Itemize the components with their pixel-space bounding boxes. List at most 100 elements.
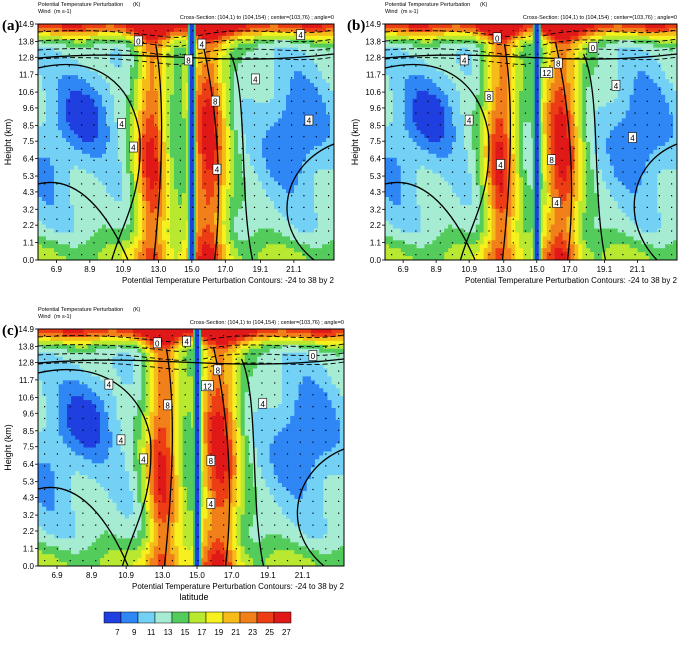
panel-a: Potential Temperature Perturbation (K) Win… bbox=[0, 0, 345, 290]
y-tick-label: 2.2 bbox=[23, 527, 35, 536]
contour-label: 4 bbox=[209, 500, 214, 509]
y-tick-label: 8.5 bbox=[23, 427, 35, 436]
x-tick-label: 10.9 bbox=[118, 571, 134, 580]
y-tick-label: 11.7 bbox=[19, 376, 35, 385]
header-cross-section: Cross-Section: (104,1) to (104,154) ; ce… bbox=[180, 15, 334, 21]
colorbar-swatch bbox=[223, 612, 240, 623]
x-tick-label: 17.0 bbox=[224, 571, 240, 580]
panel-c: Potential Temperature Perturbation (K) Win… bbox=[0, 305, 350, 590]
jet-column-core bbox=[195, 329, 199, 566]
y-tick-label: 10.6 bbox=[365, 88, 381, 97]
panel-label: (c) bbox=[2, 323, 19, 339]
y-tick-label: 8.5 bbox=[370, 121, 382, 130]
y-tick-label: 3.2 bbox=[23, 511, 35, 520]
header-wind-unit: (m s-1) bbox=[401, 9, 419, 15]
contour-label: 8 bbox=[165, 401, 170, 410]
y-tick-label: 6.4 bbox=[23, 155, 35, 164]
contour-label: 0 bbox=[155, 339, 160, 348]
x-tick-label: 8.9 bbox=[431, 265, 443, 274]
header-cross-section: Cross-Section: (104,1) to (104,154) ; ce… bbox=[190, 320, 344, 326]
contour-label: 4 bbox=[184, 338, 189, 347]
contour-label: 4 bbox=[630, 134, 635, 143]
y-tick-label: 6.4 bbox=[23, 460, 35, 469]
y-tick-label: 3.2 bbox=[23, 205, 35, 214]
panel-svg: Potential Temperature Perturbation (K) Win… bbox=[0, 305, 350, 590]
colorbar-level: 25 bbox=[265, 628, 274, 637]
header-field-label: Potential Temperature Perturbation bbox=[38, 307, 123, 313]
y-tick-label: 12.8 bbox=[18, 53, 34, 62]
x-tick-label: 21.1 bbox=[286, 265, 302, 274]
contour-label: 8 bbox=[209, 457, 214, 466]
x-tick-label: 17.0 bbox=[562, 265, 578, 274]
x-tick-label: 17.0 bbox=[218, 265, 234, 274]
x-tick-label: 15.0 bbox=[189, 571, 205, 580]
y-tick-label: 13.8 bbox=[365, 37, 381, 46]
y-tick-label: 4.3 bbox=[370, 188, 382, 197]
y-tick-label: 2.2 bbox=[23, 221, 35, 230]
header-wind-label: Wind bbox=[38, 314, 51, 320]
y-tick-label: 4.3 bbox=[23, 494, 35, 503]
contour-label: 0 bbox=[311, 352, 316, 361]
y-tick-label: 9.6 bbox=[370, 104, 382, 113]
header-wind-unit: (m s-1) bbox=[54, 314, 72, 320]
y-tick-label: 13.8 bbox=[18, 37, 34, 46]
contour-label: 4 bbox=[253, 75, 258, 84]
y-tick-label: 9.6 bbox=[23, 409, 35, 418]
contour-label: 4 bbox=[215, 166, 220, 175]
x-tick-label: 15.0 bbox=[184, 265, 200, 274]
y-tick-label: 0.0 bbox=[23, 256, 35, 265]
y-tick-label: 5.3 bbox=[23, 478, 35, 487]
y-tick-label: 5.3 bbox=[23, 172, 35, 181]
y-tick-label: 14.9 bbox=[18, 20, 34, 29]
colorbar-swatch bbox=[104, 612, 121, 623]
x-tick-label: 8.9 bbox=[84, 265, 96, 274]
colorbar-swatch bbox=[172, 612, 189, 623]
y-tick-label: 3.2 bbox=[370, 205, 382, 214]
y-tick-label: 5.3 bbox=[370, 172, 382, 181]
y-axis-label: Height (km) bbox=[3, 424, 13, 471]
y-tick-label: 12.8 bbox=[365, 53, 381, 62]
header-field-label: Potential Temperature Perturbation bbox=[38, 2, 123, 8]
y-tick-label: 14.9 bbox=[365, 20, 381, 29]
colorbar-swatch bbox=[240, 612, 257, 623]
x-tick-label: 10.9 bbox=[461, 265, 477, 274]
contour-label: 0 bbox=[495, 34, 500, 43]
panel-svg: Potential Temperature Perturbation(K)Win… bbox=[345, 0, 685, 290]
contour-label: 4 bbox=[554, 199, 559, 208]
contour-label: 0 bbox=[591, 44, 596, 53]
x-tick-label: 21.1 bbox=[295, 571, 311, 580]
y-tick-label: 7.5 bbox=[23, 137, 35, 146]
colorbar-level: 11 bbox=[147, 628, 156, 637]
colorbar-swatch bbox=[274, 612, 291, 623]
header-wind-unit: (m s-1) bbox=[54, 9, 72, 15]
x-tick-label: 6.9 bbox=[51, 571, 63, 580]
header-field-unit: (K) bbox=[133, 2, 141, 8]
header-wind-label: Wind bbox=[38, 9, 51, 15]
x-tick-label: 19.1 bbox=[597, 265, 613, 274]
contour-label: 4 bbox=[467, 117, 472, 126]
y-tick-label: 7.5 bbox=[370, 137, 382, 146]
y-tick-label: 13.8 bbox=[18, 342, 34, 351]
y-tick-label: 0.0 bbox=[23, 562, 35, 571]
contour-label: 12 bbox=[203, 382, 212, 391]
contour-label: 4 bbox=[107, 381, 112, 390]
contour-label: 12 bbox=[542, 69, 551, 78]
contour-label: 0 bbox=[136, 37, 141, 46]
contour-label: 4 bbox=[298, 31, 303, 40]
contour-caption: Potential Temperature Perturbation Conto… bbox=[122, 276, 335, 285]
header-cross-section: Cross-Section: (104,1) to (104,154) ; ce… bbox=[523, 15, 677, 21]
y-tick-label: 11.7 bbox=[366, 71, 382, 80]
y-tick-label: 4.3 bbox=[23, 188, 35, 197]
header-field-unit: (K) bbox=[133, 307, 141, 313]
y-tick-label: 0.0 bbox=[370, 256, 382, 265]
colorbar-level: 17 bbox=[197, 628, 206, 637]
x-tick-label: 19.1 bbox=[253, 265, 269, 274]
contour-label: 4 bbox=[200, 41, 205, 50]
colorbar-level: 7 bbox=[115, 628, 120, 637]
x-tick-label: 15.0 bbox=[529, 265, 545, 274]
panel-label: (a) bbox=[2, 18, 20, 34]
y-tick-label: 10.6 bbox=[18, 393, 34, 402]
contour-label: 8 bbox=[549, 156, 554, 165]
